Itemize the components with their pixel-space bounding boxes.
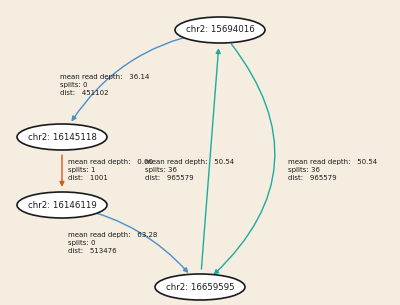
- Text: mean read depth:   50.54
splits: 36
dist:   965579: mean read depth: 50.54 splits: 36 dist: …: [288, 159, 377, 181]
- FancyArrowPatch shape: [60, 155, 64, 185]
- FancyArrowPatch shape: [72, 33, 202, 120]
- Text: chr2: 15694016: chr2: 15694016: [186, 26, 254, 34]
- FancyArrowPatch shape: [214, 44, 275, 274]
- FancyArrowPatch shape: [202, 49, 220, 269]
- Ellipse shape: [155, 274, 245, 300]
- Text: chr2: 16659595: chr2: 16659595: [166, 282, 234, 292]
- Text: mean read depth:   0.00
splits: 1
dist:   1001: mean read depth: 0.00 splits: 1 dist: 10…: [68, 159, 153, 181]
- Ellipse shape: [17, 124, 107, 150]
- Text: mean read depth:   63.28
splits: 0
dist:   513476: mean read depth: 63.28 splits: 0 dist: 5…: [68, 232, 157, 254]
- Ellipse shape: [17, 192, 107, 218]
- Text: mean read depth:   50.54
splits: 36
dist:   965579: mean read depth: 50.54 splits: 36 dist: …: [145, 159, 234, 181]
- Ellipse shape: [175, 17, 265, 43]
- FancyArrowPatch shape: [80, 208, 188, 272]
- Text: chr2: 16145118: chr2: 16145118: [28, 132, 96, 142]
- Text: chr2: 16146119: chr2: 16146119: [28, 200, 96, 210]
- Text: mean read depth:   36.14
splits: 0
dist:   451102: mean read depth: 36.14 splits: 0 dist: 4…: [60, 74, 149, 96]
